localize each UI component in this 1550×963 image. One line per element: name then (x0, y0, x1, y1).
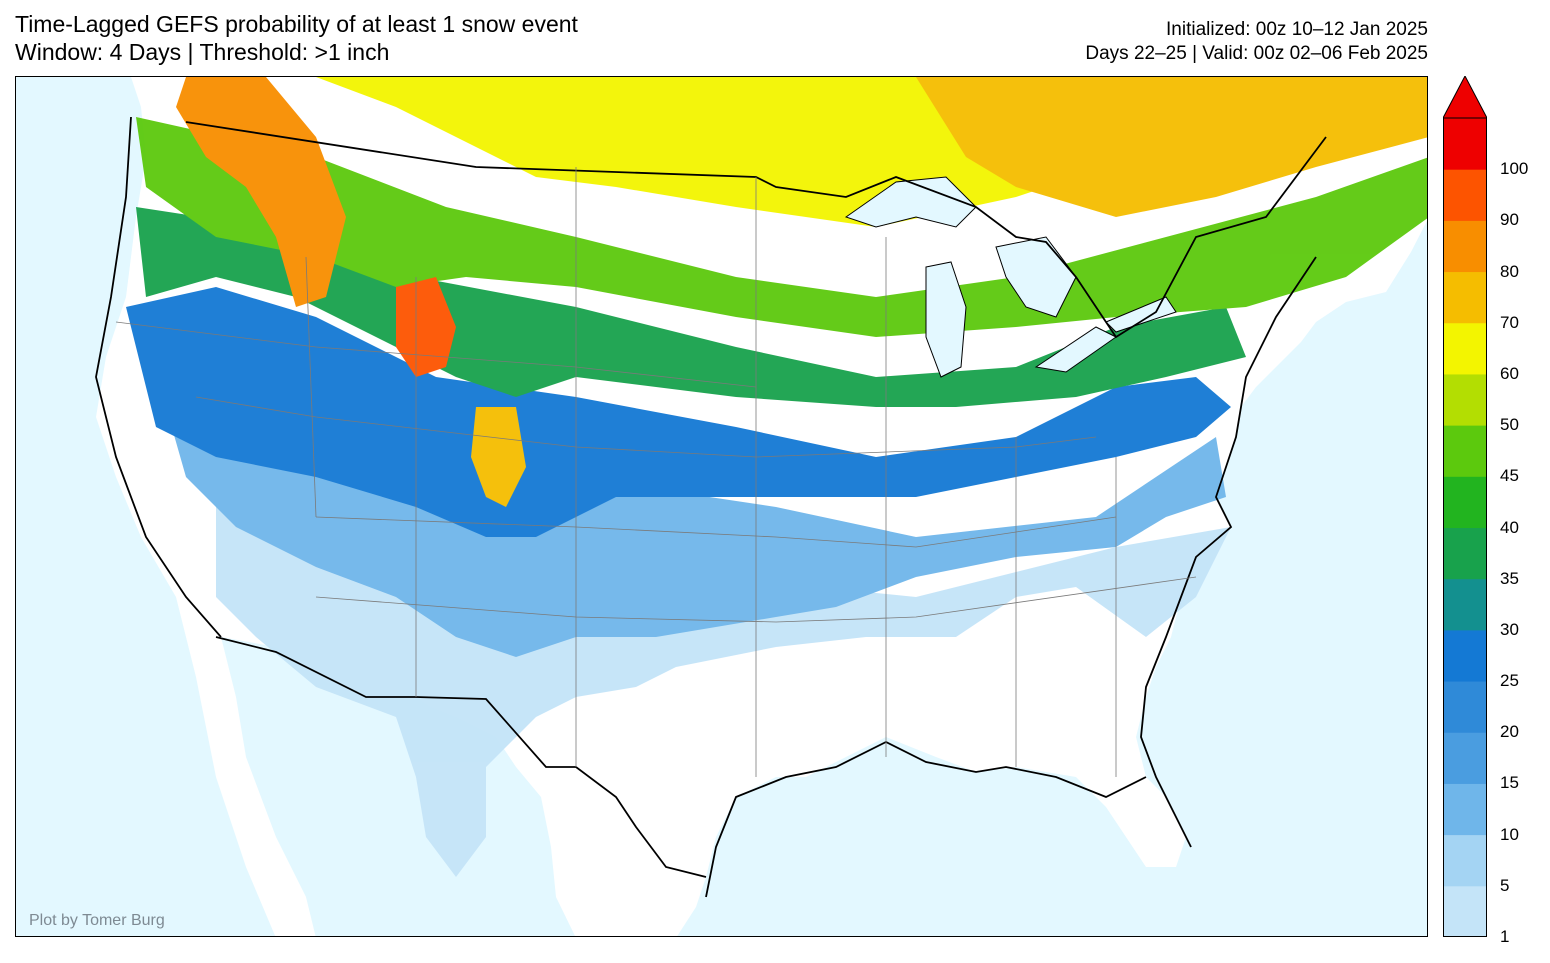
colorbar-outline (1443, 117, 1487, 937)
lake-michigan (925, 261, 967, 378)
colorbar-svg (1443, 76, 1487, 937)
map-canvas: Plot by Tomer Burg (29, 77, 1427, 936)
colorbar-tick-label: 80 (1500, 261, 1519, 281)
colorbar-segment (1443, 425, 1487, 477)
colorbar-tick-label: 70 (1500, 312, 1519, 332)
colorbar-segment (1443, 527, 1487, 580)
colorbar-segment (1443, 118, 1487, 170)
map-title: Time-Lagged GEFS probability of at least… (15, 10, 578, 66)
band-rockies-high (396, 277, 456, 377)
title-line-2: Window: 4 Days | Threshold: >1 inch (15, 39, 390, 65)
colorbar-segment (1443, 169, 1487, 221)
colorbar-tick-label: 15 (1500, 773, 1519, 793)
probability-map: Plot by Tomer Burg (15, 76, 1428, 937)
probability-fields (126, 77, 1427, 877)
colorbar-tick-label: 40 (1500, 517, 1519, 537)
us-mexico-border (215, 636, 707, 878)
map-meta: Initialized: 00z 10–12 Jan 2025 Days 22–… (1085, 18, 1428, 66)
colorbar-tick-label: 60 (1500, 363, 1519, 383)
band-west-mtn-high (176, 77, 346, 307)
colorbar-segment (1443, 834, 1487, 887)
colorbar-tick-label: 20 (1500, 722, 1519, 742)
colorbar-extend-arrow (1443, 76, 1487, 119)
colorbar-segment (1443, 629, 1487, 682)
coastline-west (95, 116, 222, 638)
colorbar-tick-label: 100 (1500, 159, 1529, 179)
colorbar-tick-label: 90 (1500, 210, 1519, 230)
band-15-25 (126, 287, 1231, 537)
colorbar-segment (1443, 885, 1487, 937)
coastline-east (1140, 256, 1317, 848)
us-canada-border (185, 121, 1327, 339)
lake-superior (844, 176, 977, 228)
band-60-70 (916, 77, 1427, 217)
colorbar-segment (1443, 578, 1487, 631)
colorbar (1443, 76, 1487, 937)
colorbar-tick-label: 35 (1500, 568, 1519, 588)
colorbar-segment (1443, 681, 1487, 733)
band-35-50 (136, 117, 1427, 337)
colorbar-segment (1443, 322, 1487, 375)
colorbar-segment (1443, 783, 1487, 836)
init-time: Initialized: 00z 10–12 Jan 2025 (1166, 19, 1428, 40)
colorbar-tick-label: 25 (1500, 671, 1519, 691)
state-lines (115, 167, 1197, 777)
colorbar-segment (1443, 271, 1487, 324)
great-lakes (844, 176, 1177, 378)
colorbar-tick-label: 45 (1500, 466, 1519, 486)
colorbar-segment (1443, 732, 1487, 784)
colorbar-tick-label: 5 (1500, 875, 1510, 895)
colorbar-segment (1443, 220, 1487, 273)
coastline-gulf (705, 740, 1147, 898)
borders (95, 116, 1327, 898)
colorbar-tick-label: 1 (1500, 927, 1510, 946)
colorbar-segment (1443, 373, 1487, 426)
valid-time: Days 22–25 | Valid: 00z 02–06 Feb 2025 (1085, 43, 1428, 64)
band-colorado-high (471, 407, 526, 507)
colorbar-tick-label: 30 (1500, 619, 1519, 639)
lake-huron (995, 236, 1077, 318)
plot-credit: Plot by Tomer Burg (29, 912, 165, 929)
colorbar-tick-label: 10 (1500, 824, 1519, 844)
title-line-1: Time-Lagged GEFS probability of at least… (15, 11, 578, 37)
colorbar-segment (1443, 476, 1487, 528)
colorbar-tick-label: 50 (1500, 415, 1519, 435)
